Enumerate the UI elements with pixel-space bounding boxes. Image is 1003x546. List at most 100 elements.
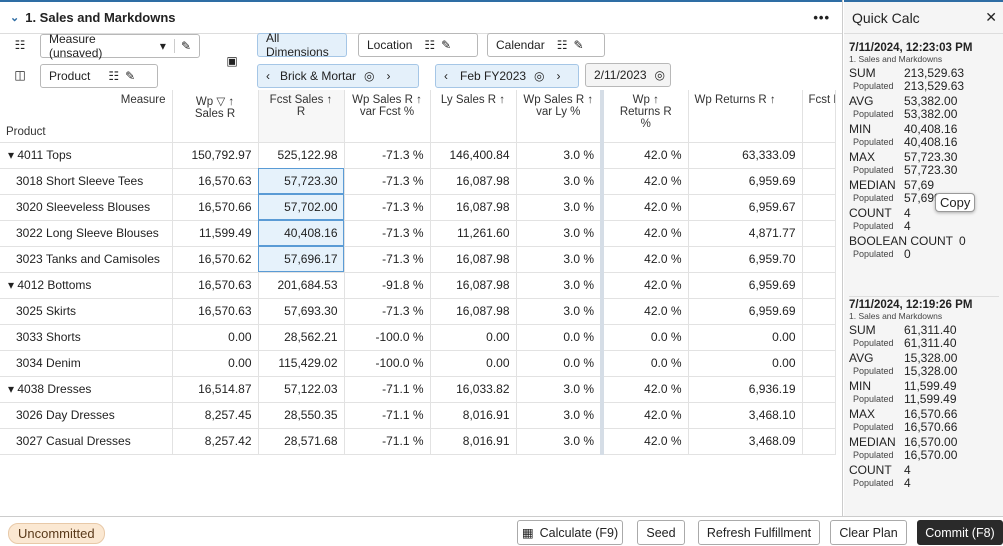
table-cell[interactable]: -91.8 % bbox=[344, 272, 431, 299]
product-dimension[interactable]: Product ☷ ✎ bbox=[40, 64, 158, 88]
table-cell[interactable]: 16,570.66 bbox=[172, 194, 259, 221]
calc-stat[interactable]: AVG 15,328.00 bbox=[849, 352, 999, 365]
panel-icon[interactable]: ◫ bbox=[14, 68, 26, 82]
table-cell[interactable]: 16,570.63 bbox=[172, 272, 259, 299]
calc-stat[interactable]: MIN 40,408.16 bbox=[849, 123, 999, 136]
calc-stat[interactable]: COUNT 4 bbox=[849, 464, 999, 477]
table-cell[interactable]: 0.0 % bbox=[516, 324, 603, 351]
table-cell[interactable]: 6,959.69 bbox=[688, 168, 803, 195]
refresh-fulfillment-button[interactable]: Refresh Fulfillment bbox=[698, 520, 820, 545]
table-cell[interactable] bbox=[802, 402, 836, 429]
table-row[interactable]: 3025 Skirts 16,570.63 57,693.30 -71.3 % 16,0… bbox=[0, 298, 836, 325]
hierarchy-icon[interactable]: ☷ bbox=[108, 69, 120, 83]
column-header[interactable]: Fcst R bbox=[802, 90, 836, 143]
pivot-icon[interactable]: ▣ bbox=[226, 54, 238, 68]
prev-arrow-icon[interactable]: ‹ bbox=[266, 69, 270, 83]
column-header[interactable]: Ly Sales R ↑ bbox=[430, 90, 517, 143]
table-cell[interactable]: 16,570.63 bbox=[172, 168, 259, 195]
layout-icon[interactable]: ☷ bbox=[14, 38, 26, 52]
table-cell[interactable]: 3.0 % bbox=[516, 376, 603, 403]
table-cell[interactable]: -71.3 % bbox=[344, 142, 431, 169]
table-cell[interactable]: 6,959.67 bbox=[688, 194, 803, 221]
column-header[interactable]: Wp Sales R ↑ var Fcst % bbox=[344, 90, 431, 143]
table-cell[interactable]: 57,702.00 bbox=[258, 194, 345, 221]
table-cell[interactable]: 3.0 % bbox=[516, 246, 603, 273]
table-cell[interactable]: 3,468.10 bbox=[688, 402, 803, 429]
table-cell[interactable]: 42.0 % bbox=[600, 298, 689, 325]
all-dimensions-button[interactable]: All Dimensions bbox=[257, 31, 347, 59]
table-cell[interactable]: 42.0 % bbox=[600, 402, 689, 429]
table-row[interactable]: 3018 Short Sleeve Tees 16,570.63 57,723.30… bbox=[0, 168, 836, 195]
table-cell[interactable]: 11,599.49 bbox=[172, 220, 259, 247]
table-cell[interactable]: 16,087.98 bbox=[430, 272, 517, 299]
table-cell[interactable]: 150,792.97 bbox=[172, 142, 259, 169]
table-cell[interactable] bbox=[802, 168, 836, 195]
table-cell[interactable]: 0.0 % bbox=[600, 350, 689, 377]
row-header[interactable]: 3025 Skirts bbox=[0, 298, 173, 325]
group-row[interactable]: ▾ 4011 Tops 150,792.97 525,122.98 -71.3 % 14… bbox=[0, 142, 836, 169]
table-cell[interactable]: 8,257.42 bbox=[172, 428, 259, 455]
table-cell[interactable]: 0.00 bbox=[172, 350, 259, 377]
table-cell[interactable]: 525,122.98 bbox=[258, 142, 345, 169]
edit-pencil-icon[interactable]: ✎ bbox=[125, 69, 136, 83]
row-header[interactable]: ▾ 4012 Bottoms bbox=[0, 272, 173, 299]
table-cell[interactable]: 3.0 % bbox=[516, 142, 603, 169]
table-cell[interactable]: 3.0 % bbox=[516, 220, 603, 247]
table-cell[interactable] bbox=[802, 324, 836, 351]
table-cell[interactable]: 42.0 % bbox=[600, 168, 689, 195]
table-cell[interactable]: 146,400.84 bbox=[430, 142, 517, 169]
calc-stat[interactable]: MAX 16,570.66 bbox=[849, 408, 999, 421]
table-cell[interactable]: 6,959.70 bbox=[688, 246, 803, 273]
table-cell[interactable]: 40,408.16 bbox=[258, 220, 345, 247]
row-header[interactable]: 3033 Shorts bbox=[0, 324, 173, 351]
table-row[interactable]: 3026 Day Dresses 8,257.45 28,550.35 -71.1 %… bbox=[0, 402, 836, 429]
calc-stat[interactable]: SUM 213,529.63 bbox=[849, 67, 999, 80]
table-cell[interactable]: 57,122.03 bbox=[258, 376, 345, 403]
target-icon[interactable]: ◎ bbox=[534, 69, 545, 83]
calc-stat[interactable]: MEDIAN 57,69 bbox=[849, 179, 999, 192]
table-cell[interactable]: 0.00 bbox=[688, 324, 803, 351]
table-cell[interactable]: 42.0 % bbox=[600, 272, 689, 299]
location-dimension[interactable]: Location ☷ ✎ bbox=[358, 33, 478, 57]
calculate-button[interactable]: ▦ Calculate (F9) bbox=[517, 520, 623, 545]
table-cell[interactable] bbox=[802, 298, 836, 325]
calc-stat[interactable]: MIN 11,599.49 bbox=[849, 380, 999, 393]
copy-tooltip[interactable]: Copy bbox=[935, 193, 976, 212]
table-row[interactable]: 3034 Denim 0.00 115,429.02 -100.0 % 0.00 0.0 … bbox=[0, 350, 836, 377]
row-header[interactable]: 3034 Denim bbox=[0, 350, 173, 377]
edit-pencil-icon[interactable]: ✎ bbox=[173, 39, 191, 53]
row-header[interactable]: 3023 Tanks and Camisoles bbox=[0, 246, 173, 273]
table-cell[interactable]: 0.00 bbox=[172, 324, 259, 351]
table-cell[interactable]: -71.1 % bbox=[344, 428, 431, 455]
table-cell[interactable]: 42.0 % bbox=[600, 220, 689, 247]
table-row[interactable]: 3020 Sleeveless Blouses 16,570.66 57,702.0… bbox=[0, 194, 836, 221]
table-cell[interactable]: 115,429.02 bbox=[258, 350, 345, 377]
calc-stat[interactable]: MEDIAN 16,570.00 bbox=[849, 436, 999, 449]
edit-pencil-icon[interactable]: ✎ bbox=[441, 38, 452, 52]
table-cell[interactable]: 57,696.17 bbox=[258, 246, 345, 273]
table-cell[interactable]: -71.1 % bbox=[344, 402, 431, 429]
table-cell[interactable]: 0.00 bbox=[430, 350, 517, 377]
table-cell[interactable] bbox=[802, 272, 836, 299]
table-cell[interactable]: 42.0 % bbox=[600, 376, 689, 403]
location-filter[interactable]: ‹ Brick & Mortar ◎ › bbox=[257, 64, 419, 88]
table-cell[interactable]: -71.3 % bbox=[344, 246, 431, 273]
table-cell[interactable]: 16,570.62 bbox=[172, 246, 259, 273]
edit-pencil-icon[interactable]: ✎ bbox=[573, 38, 584, 52]
table-cell[interactable]: 3.0 % bbox=[516, 168, 603, 195]
table-cell[interactable]: 28,571.68 bbox=[258, 428, 345, 455]
table-cell[interactable]: 57,693.30 bbox=[258, 298, 345, 325]
table-cell[interactable]: 3.0 % bbox=[516, 402, 603, 429]
hierarchy-icon[interactable]: ☷ bbox=[556, 38, 568, 52]
table-cell[interactable]: 0.00 bbox=[430, 324, 517, 351]
column-header[interactable]: Wp ↑ Returns R% bbox=[600, 90, 689, 143]
table-row[interactable]: 3022 Long Sleeve Blouses 11,599.49 40,408.… bbox=[0, 220, 836, 247]
column-header[interactable]: Wp ▽ ↑ Sales R bbox=[172, 90, 259, 143]
table-cell[interactable]: 8,016.91 bbox=[430, 428, 517, 455]
table-cell[interactable] bbox=[802, 428, 836, 455]
table-cell[interactable]: 16,033.82 bbox=[430, 376, 517, 403]
table-cell[interactable]: 16,087.98 bbox=[430, 246, 517, 273]
table-cell[interactable] bbox=[802, 376, 836, 403]
hierarchy-icon[interactable]: ☷ bbox=[424, 38, 436, 52]
table-cell[interactable]: 16,087.98 bbox=[430, 194, 517, 221]
